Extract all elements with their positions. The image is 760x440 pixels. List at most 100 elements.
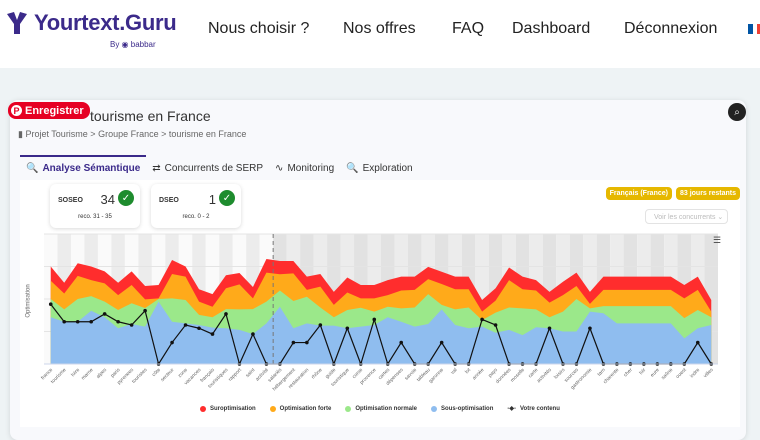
- votre-contenu-point: [129, 323, 134, 327]
- legend-dot: [200, 405, 206, 412]
- x-tick-label: eure: [649, 367, 660, 378]
- x-tick-label: activités: [536, 367, 553, 384]
- votre-contenu-point: [116, 319, 120, 324]
- nav-faq[interactable]: FAQ: [452, 20, 485, 37]
- chart-legend: Suroptimisation Optimisation forte Optim…: [200, 405, 560, 412]
- votre-contenu-point: [345, 326, 350, 331]
- score-label: SOSEO: [58, 197, 83, 204]
- x-tick-label: saône: [660, 367, 674, 381]
- tab-monitoring[interactable]: ∿ Monitoring: [269, 155, 340, 180]
- x-tick-label: année: [471, 367, 485, 381]
- x-tick-label: loire: [70, 367, 81, 378]
- chart-menu-icon[interactable]: ☰: [713, 235, 722, 245]
- pin-label: Enregistrer: [25, 104, 84, 117]
- nav-deconnexion[interactable]: Déconnexion: [624, 20, 718, 37]
- top-nav: Yourtext.Guru By ◉ babbar Nous choisir ?…: [0, 0, 760, 68]
- votre-contenu-point: [210, 332, 215, 336]
- x-tick-label: moselle: [510, 367, 527, 384]
- logo-icon: [7, 12, 27, 34]
- tab-analyse-semantique[interactable]: 🔍 Analyse Sémantique: [20, 155, 147, 180]
- x-tick-label: val: [450, 367, 459, 376]
- votre-contenu-point: [75, 319, 80, 324]
- legend-label: Suroptimisation: [210, 405, 256, 412]
- building-icon: ▮: [18, 129, 26, 139]
- votre-contenu-point: [547, 326, 552, 331]
- votre-contenu-point: [89, 319, 93, 324]
- x-tick-label: alpes: [95, 367, 108, 380]
- votre-contenu-point: [399, 340, 404, 345]
- votre-contenu-point: [588, 326, 592, 331]
- search-icon: 🔍: [346, 163, 359, 174]
- check-icon: ✓: [219, 190, 235, 206]
- x-tick-label: données: [495, 367, 513, 385]
- x-tick-label: tarn: [596, 367, 606, 377]
- votre-contenu-point: [143, 308, 147, 313]
- votre-contenu-point: [183, 323, 188, 327]
- check-icon: ✓: [118, 190, 134, 206]
- compare-icon: ⇄: [152, 163, 161, 174]
- votre-contenu-point: [439, 340, 444, 345]
- votre-contenu-point: [493, 323, 498, 327]
- legend-votre-contenu[interactable]: -◆- Votre contenu: [507, 405, 560, 413]
- pinterest-save-button[interactable]: P Enregistrer: [8, 102, 90, 119]
- legend-sous-optimisation[interactable]: Sous-optimisation: [431, 405, 493, 412]
- x-tick-label: garonne: [428, 367, 445, 384]
- search-icon: 🔍: [26, 163, 39, 174]
- badges: Français (France) 83 jours restants: [605, 187, 740, 200]
- x-tick-label: rapport: [227, 367, 243, 383]
- breadcrumb-text[interactable]: Projet Tourisme > Groupe France > touris…: [25, 129, 247, 139]
- votre-contenu-point: [372, 317, 377, 322]
- votre-contenu-point: [480, 317, 484, 322]
- legend-line-icon: -◆-: [507, 406, 516, 412]
- language-badge: Français (France): [605, 187, 672, 200]
- score-reco: reco. 0 - 2: [182, 214, 210, 220]
- logo[interactable]: Yourtext.Guru: [6, 10, 177, 36]
- logo-by: By ◉ babbar: [110, 40, 156, 49]
- french-flag-icon[interactable]: [748, 24, 760, 34]
- score-label: DSEO: [159, 197, 179, 204]
- dseo-score-card: DSEO 1 ✓ reco. 0 - 2: [151, 184, 241, 228]
- legend-optimisation-forte[interactable]: Optimisation forte: [269, 405, 332, 412]
- voir-concurrents-select[interactable]: Voir les concurrents ⌄: [645, 209, 728, 224]
- tab-concurrents-serp[interactable]: ⇄ Concurrents de SERP: [146, 155, 269, 180]
- x-tick-label: indre: [689, 367, 701, 379]
- legend-optimisation-normale[interactable]: Optimisation normale: [345, 405, 417, 412]
- soseo-score-card: SOSEO 34 ✓ reco. 31 - 35: [50, 184, 140, 228]
- votre-contenu-point: [695, 340, 700, 345]
- page-title: tourisme en France: [90, 108, 211, 124]
- pinterest-icon: P: [11, 105, 22, 116]
- tab-label: Concurrents de SERP: [164, 163, 264, 174]
- pulse-icon: ∿: [275, 163, 284, 174]
- votre-contenu-point: [291, 340, 296, 345]
- x-tick-label: secteur: [160, 367, 176, 383]
- legend-dot: [269, 405, 276, 412]
- x-tick-label: lot: [464, 367, 472, 375]
- days-remaining-badge: 83 jours restants: [675, 187, 740, 200]
- x-tick-label: villes: [703, 367, 715, 379]
- legend-label: Optimisation forte: [279, 405, 332, 412]
- legend-dot: [345, 405, 352, 412]
- tab-label: Analyse Sémantique: [42, 163, 141, 174]
- breadcrumb: ▮ Projet Tourisme > Groupe France > tour…: [18, 129, 246, 140]
- nav-nous-choisir[interactable]: Nous choisir ?: [208, 20, 310, 37]
- x-tick-label: tourisme: [50, 367, 68, 385]
- legend-label: Optimisation normale: [355, 405, 418, 412]
- visual-search-icon[interactable]: ⌕: [728, 103, 746, 121]
- votre-contenu-point: [318, 323, 323, 327]
- x-tick-label: touristes: [131, 367, 149, 385]
- votre-contenu-line: [50, 303, 712, 366]
- votre-contenu-point: [251, 332, 255, 336]
- area-sous-optimisation: [50, 301, 712, 364]
- nav-dashboard[interactable]: Dashboard: [512, 20, 591, 37]
- votre-contenu-point: [102, 312, 107, 316]
- nav-nos-offres[interactable]: Nos offres: [343, 20, 416, 37]
- legend-label: Votre contenu: [520, 405, 560, 412]
- legend-dot: [431, 405, 438, 412]
- legend-suroptimisation[interactable]: Suroptimisation: [200, 405, 256, 412]
- tabs: 🔍 Analyse Sémantique ⇄ Concurrents de SERP…: [20, 155, 419, 180]
- score-value: 34: [100, 192, 115, 207]
- x-tick-label: rhône: [310, 367, 323, 380]
- tab-exploration[interactable]: 🔍 Exploration: [340, 155, 418, 180]
- tab-label: Monitoring: [287, 163, 335, 174]
